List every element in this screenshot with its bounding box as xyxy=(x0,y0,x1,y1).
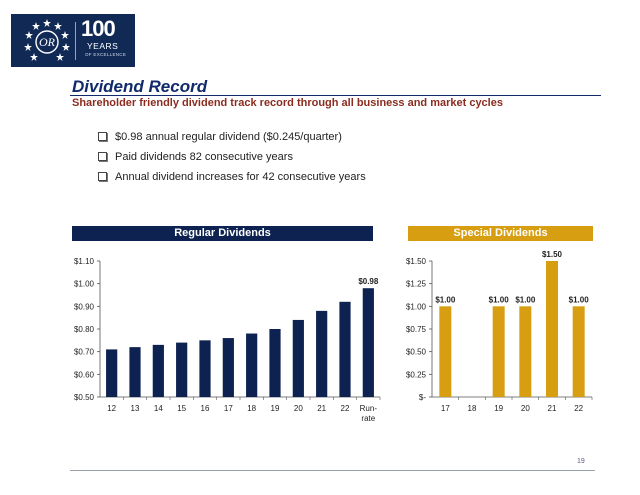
y-tick-label: $0.60 xyxy=(74,370,95,379)
x-tick-label: 19 xyxy=(494,404,503,413)
bullet-text: $0.98 annual regular dividend ($0.245/qu… xyxy=(115,131,342,143)
bar xyxy=(199,340,211,397)
bar xyxy=(152,344,164,397)
header: OR 100 YEARS OF EXCELLENCE xyxy=(0,0,640,75)
x-tick-label: 22 xyxy=(574,404,583,413)
data-label: $1.50 xyxy=(542,250,563,259)
y-tick-label: $0.50 xyxy=(406,348,427,357)
y-tick-label: $0.75 xyxy=(406,325,427,334)
logo-divider xyxy=(75,22,76,60)
x-tick-label: 14 xyxy=(154,404,163,413)
x-tick-label: 12 xyxy=(107,404,116,413)
x-tick-label: 18 xyxy=(468,404,477,413)
x-tick-label: 21 xyxy=(317,404,326,413)
y-tick-label: $0.70 xyxy=(74,348,95,357)
x-tick-label: 18 xyxy=(247,404,256,413)
bullet-text: Paid dividends 82 consecutive years xyxy=(115,151,293,163)
x-tick-label: 17 xyxy=(224,404,233,413)
logo-number: 100 xyxy=(81,16,116,41)
y-tick-label: $1.10 xyxy=(74,257,95,266)
bar xyxy=(572,306,585,397)
logo-tagline: OF EXCELLENCE xyxy=(85,52,127,57)
checkbox-bullet-icon xyxy=(98,172,107,181)
data-label: $1.00 xyxy=(515,295,536,304)
y-tick-label: $- xyxy=(419,393,426,402)
y-tick-label: $0.90 xyxy=(74,302,95,311)
x-tick-label: 19 xyxy=(271,404,280,413)
bullet-list: $0.98 annual regular dividend ($0.245/qu… xyxy=(98,130,366,190)
logo-years: YEARS xyxy=(87,41,119,51)
y-tick-label: $1.00 xyxy=(406,302,427,311)
x-tick-label: 16 xyxy=(201,404,210,413)
x-tick-label: 20 xyxy=(521,404,530,413)
bullet-item: Paid dividends 82 consecutive years xyxy=(98,150,366,170)
monogram-mark: OR xyxy=(39,35,56,49)
y-tick-label: $0.50 xyxy=(74,393,95,402)
y-tick-label: $0.80 xyxy=(74,325,95,334)
bar xyxy=(546,261,558,397)
x-tick-label: 13 xyxy=(131,404,140,413)
bar xyxy=(362,288,374,397)
regular-dividends-chart: $0.50 $0.60 $0.70 $0.80 $0.90 $1.00 $1.10 12 13 1… xyxy=(74,257,381,423)
x-tick-label: 17 xyxy=(441,404,450,413)
page-number: 19 xyxy=(577,458,585,465)
special-dividends-chart: $- $0.25 $0.50 $0.75 $1.00 $1.25 $1.50 17 $1.00 1… xyxy=(406,250,593,413)
bar xyxy=(222,338,234,397)
special-dividends-header: Special Dividends xyxy=(408,226,593,241)
bar xyxy=(176,342,188,397)
bar xyxy=(339,301,351,397)
x-tick-label: 21 xyxy=(548,404,557,413)
bar xyxy=(519,306,532,397)
bar xyxy=(316,310,328,397)
y-tick-label: $1.25 xyxy=(406,280,427,289)
checkbox-bullet-icon xyxy=(98,152,107,161)
y-tick-label: $1.50 xyxy=(406,257,427,266)
company-logo: OR 100 YEARS OF EXCELLENCE xyxy=(11,14,135,67)
data-label: $0.98 xyxy=(358,277,379,286)
slide-subtitle: Shareholder friendly dividend track reco… xyxy=(72,97,503,109)
svg-text:OR: OR xyxy=(39,35,56,49)
bar xyxy=(269,329,281,397)
slide-title: Dividend Record xyxy=(72,77,208,96)
x-tick-label: rate xyxy=(361,414,375,423)
bar xyxy=(246,333,258,397)
footer-divider xyxy=(70,470,595,471)
data-label: $1.00 xyxy=(569,295,590,304)
data-label: $1.00 xyxy=(435,295,456,304)
bullet-text: Annual dividend increases for 42 consecu… xyxy=(115,171,366,183)
x-tick-label: 22 xyxy=(341,404,350,413)
checkbox-bullet-icon xyxy=(98,132,107,141)
data-label: $1.00 xyxy=(489,295,510,304)
y-tick-label: $0.25 xyxy=(406,370,427,379)
bar xyxy=(492,306,505,397)
title-divider xyxy=(70,95,601,96)
regular-dividends-header: Regular Dividends xyxy=(72,226,373,241)
bar xyxy=(292,319,304,397)
x-tick-label: Run- xyxy=(360,404,378,413)
bar xyxy=(129,347,141,397)
x-tick-label: 20 xyxy=(294,404,303,413)
bullet-item: $0.98 annual regular dividend ($0.245/qu… xyxy=(98,130,366,150)
bar xyxy=(439,306,452,397)
star-wreath-emblem-icon xyxy=(24,19,70,61)
y-tick-label: $1.00 xyxy=(74,280,95,289)
bullet-item: Annual dividend increases for 42 consecu… xyxy=(98,170,366,190)
x-tick-label: 15 xyxy=(177,404,186,413)
bar xyxy=(106,349,118,397)
